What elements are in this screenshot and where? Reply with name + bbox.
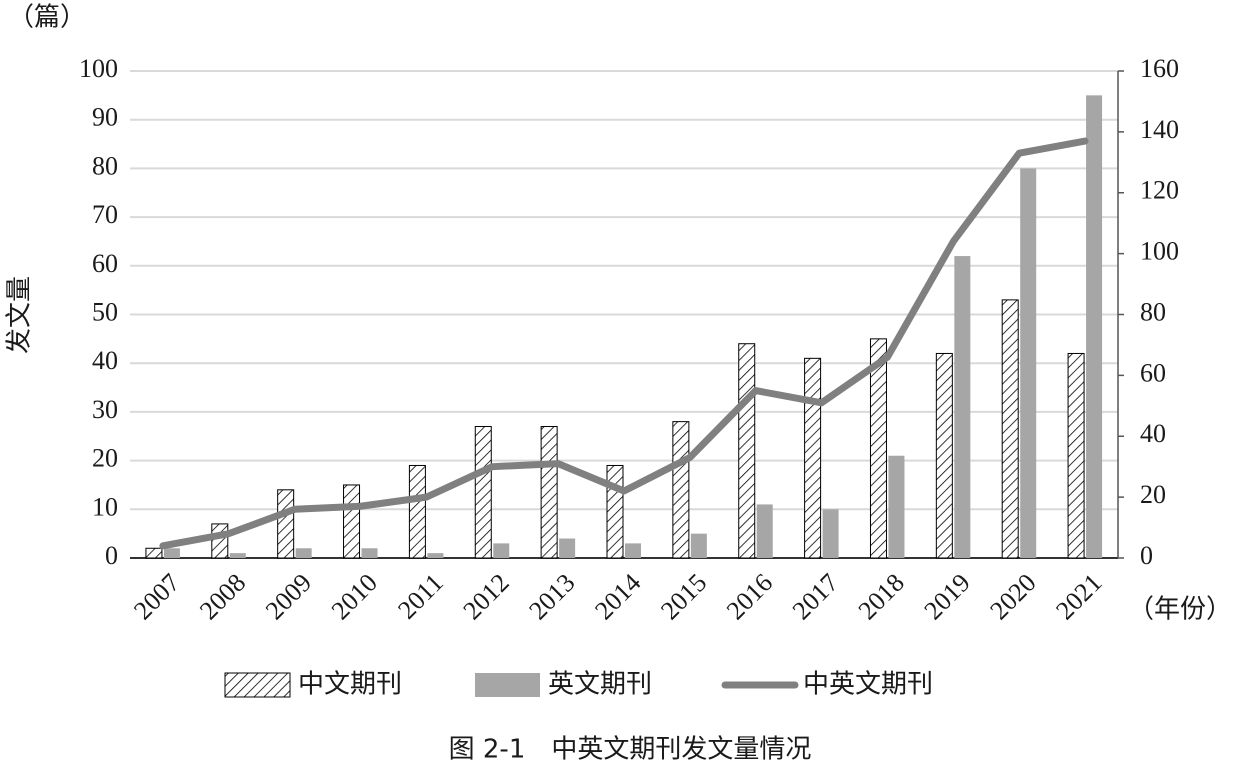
y-unit-label: （篇）	[8, 3, 86, 33]
bar	[606, 464, 624, 559]
legend-swatch	[475, 673, 540, 697]
x-tick-label: 2013	[523, 568, 580, 625]
legend-label: 中文期刊	[298, 670, 402, 700]
bar	[888, 455, 905, 558]
y2-tick-label: 60	[1140, 358, 1166, 387]
bar	[935, 352, 953, 559]
bar	[672, 421, 690, 559]
bar	[1086, 95, 1103, 558]
x-tick-label: 2016	[721, 568, 778, 625]
y2-tick-label: 100	[1140, 237, 1179, 266]
bar	[540, 426, 558, 559]
bar	[343, 484, 361, 559]
bar	[145, 547, 163, 559]
bar	[493, 543, 510, 558]
bar	[690, 533, 707, 558]
bar	[474, 426, 492, 559]
y2-tick-label: 120	[1140, 176, 1179, 205]
x-tick-label: 2012	[457, 568, 514, 625]
bar	[427, 553, 444, 558]
y-tick-label: 70	[92, 200, 118, 229]
bar	[756, 504, 773, 558]
y2-tick-label: 140	[1140, 115, 1179, 144]
x-tick-label: 2011	[392, 568, 449, 625]
y-tick-label: 50	[92, 297, 118, 326]
y2-tick-label: 80	[1140, 297, 1166, 326]
x-tick-label: 2021	[1050, 568, 1107, 625]
x-tick-label: 2018	[853, 568, 910, 625]
y2-tick-label: 40	[1140, 419, 1166, 448]
x-tick-label: 2020	[984, 568, 1041, 625]
bar	[361, 548, 378, 558]
y-tick-label: 100	[79, 54, 118, 83]
bar	[211, 523, 229, 559]
legend-label: 英文期刊	[548, 670, 652, 700]
x-tick-label: 2007	[128, 568, 185, 625]
bar	[559, 538, 576, 558]
bar	[1067, 352, 1085, 559]
y-tick-label: 10	[92, 492, 118, 521]
bar	[625, 543, 641, 558]
bar	[1001, 299, 1019, 559]
y-tick-label: 0	[105, 541, 118, 570]
x-tick-label: 2014	[589, 568, 646, 625]
y-tick-label: 20	[92, 444, 118, 473]
y2-tick-label: 160	[1140, 54, 1179, 83]
x-tick-label: 2019	[919, 568, 976, 625]
line	[159, 137, 1089, 550]
y-axis-label: 发文量	[5, 276, 35, 354]
y2-tick-label: 20	[1140, 480, 1166, 509]
bar	[277, 489, 295, 559]
y-tick-label: 80	[92, 151, 118, 180]
y-tick-label: 40	[92, 346, 118, 375]
bar	[295, 548, 312, 558]
y-tick-label: 60	[92, 249, 118, 278]
bar	[822, 509, 839, 558]
x-axis-label: （年份）	[1128, 595, 1232, 625]
bar	[229, 553, 246, 558]
bar	[1020, 168, 1037, 558]
y2-tick-label: 0	[1140, 541, 1153, 570]
caption: 图 2-1 中英文期刊发文量情况	[449, 735, 812, 765]
x-tick-label: 2017	[787, 568, 844, 625]
y-tick-label: 90	[92, 103, 118, 132]
x-tick-label: 2008	[194, 568, 251, 625]
bar	[738, 343, 756, 559]
legend-label: 中英文期刊	[803, 670, 933, 700]
bar	[408, 464, 426, 559]
x-tick-label: 2010	[326, 568, 383, 625]
x-tick-label: 2009	[260, 568, 317, 625]
y-tick-label: 30	[92, 395, 118, 424]
bar	[869, 338, 887, 559]
legend-swatch	[224, 672, 291, 698]
bar	[954, 256, 971, 558]
bar	[804, 357, 822, 559]
x-tick-label: 2015	[655, 568, 712, 625]
bar	[163, 548, 180, 558]
